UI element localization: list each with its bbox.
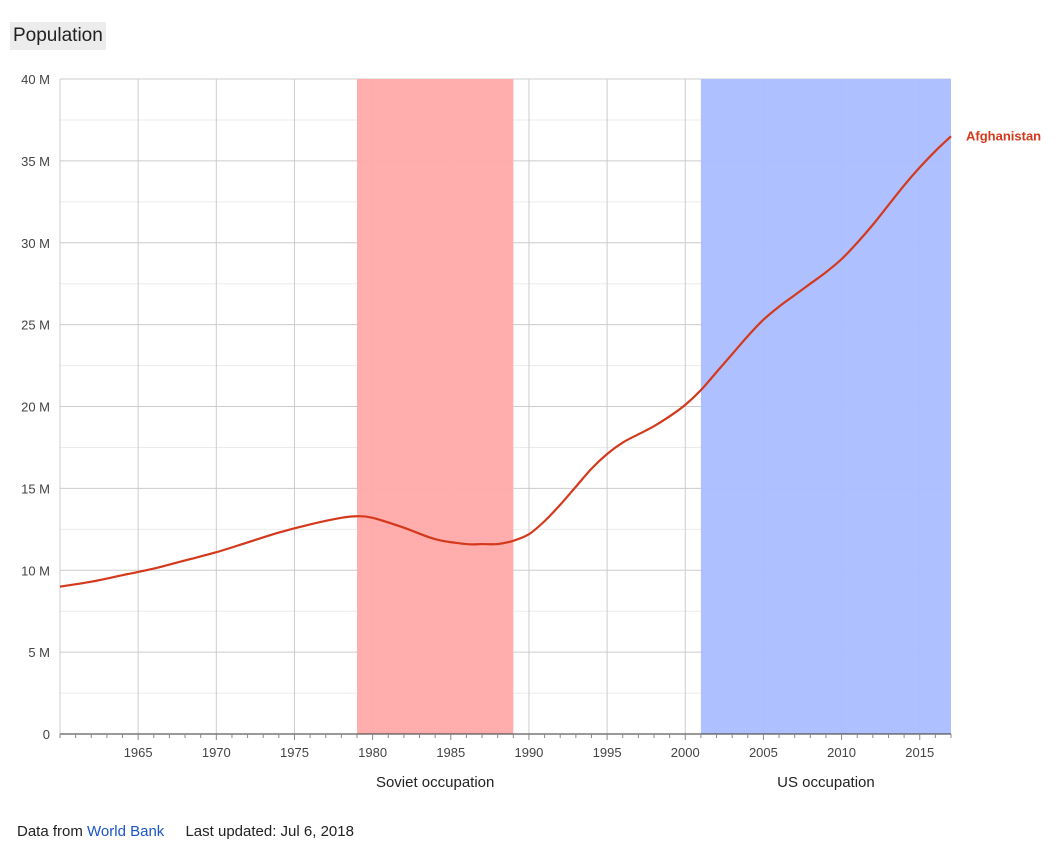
x-tick-label: 2010 bbox=[827, 745, 856, 760]
y-tick-label: 40 M bbox=[21, 72, 50, 87]
occupation-bands bbox=[357, 79, 951, 734]
y-tick-label: 30 M bbox=[21, 236, 50, 251]
us-occupation-label: US occupation bbox=[777, 774, 875, 791]
soviet-occupation-band bbox=[357, 79, 514, 734]
x-tick-label: 1965 bbox=[124, 745, 153, 760]
y-tick-label: 25 M bbox=[21, 318, 50, 333]
x-tick-label: 1975 bbox=[280, 745, 309, 760]
source-prefix: Data from bbox=[17, 823, 83, 840]
series-line-afghanistan bbox=[59, 135, 952, 588]
series-label: Afghanistan bbox=[966, 128, 1041, 143]
chart-labels: Soviet occupation US occupation Afghanista… bbox=[376, 128, 1041, 791]
last-updated: Last updated: Jul 6, 2018 bbox=[185, 823, 354, 840]
y-tick-label: 15 M bbox=[21, 481, 50, 496]
y-tick-label: 0 bbox=[43, 727, 50, 742]
chart-title: Population bbox=[10, 22, 106, 50]
y-tick-label: 10 M bbox=[21, 563, 50, 578]
axes: 1965 1970 1975 1980 1985 1990 1995 2000 2005 2010… bbox=[21, 72, 952, 760]
chart-footer: Data from World Bank Last updated: Jul 6… bbox=[17, 823, 354, 840]
soviet-occupation-label: Soviet occupation bbox=[376, 774, 494, 791]
x-tick-label: 2015 bbox=[905, 745, 934, 760]
x-tick-label: 1980 bbox=[358, 745, 387, 760]
x-tick-label: 1970 bbox=[202, 745, 231, 760]
y-tick-label: 5 M bbox=[28, 645, 50, 660]
x-tick-label: 1995 bbox=[593, 745, 622, 760]
us-occupation-band bbox=[700, 79, 951, 734]
x-tick-label: 2000 bbox=[671, 745, 700, 760]
series-lines bbox=[59, 135, 952, 588]
y-tick-label: 20 M bbox=[21, 400, 50, 415]
x-tick-label: 1990 bbox=[514, 745, 543, 760]
world-bank-link[interactable]: World Bank bbox=[87, 823, 165, 840]
y-tick-label: 35 M bbox=[21, 154, 50, 169]
x-tick-label: 1985 bbox=[436, 745, 465, 760]
x-tick-label: 2005 bbox=[749, 745, 778, 760]
